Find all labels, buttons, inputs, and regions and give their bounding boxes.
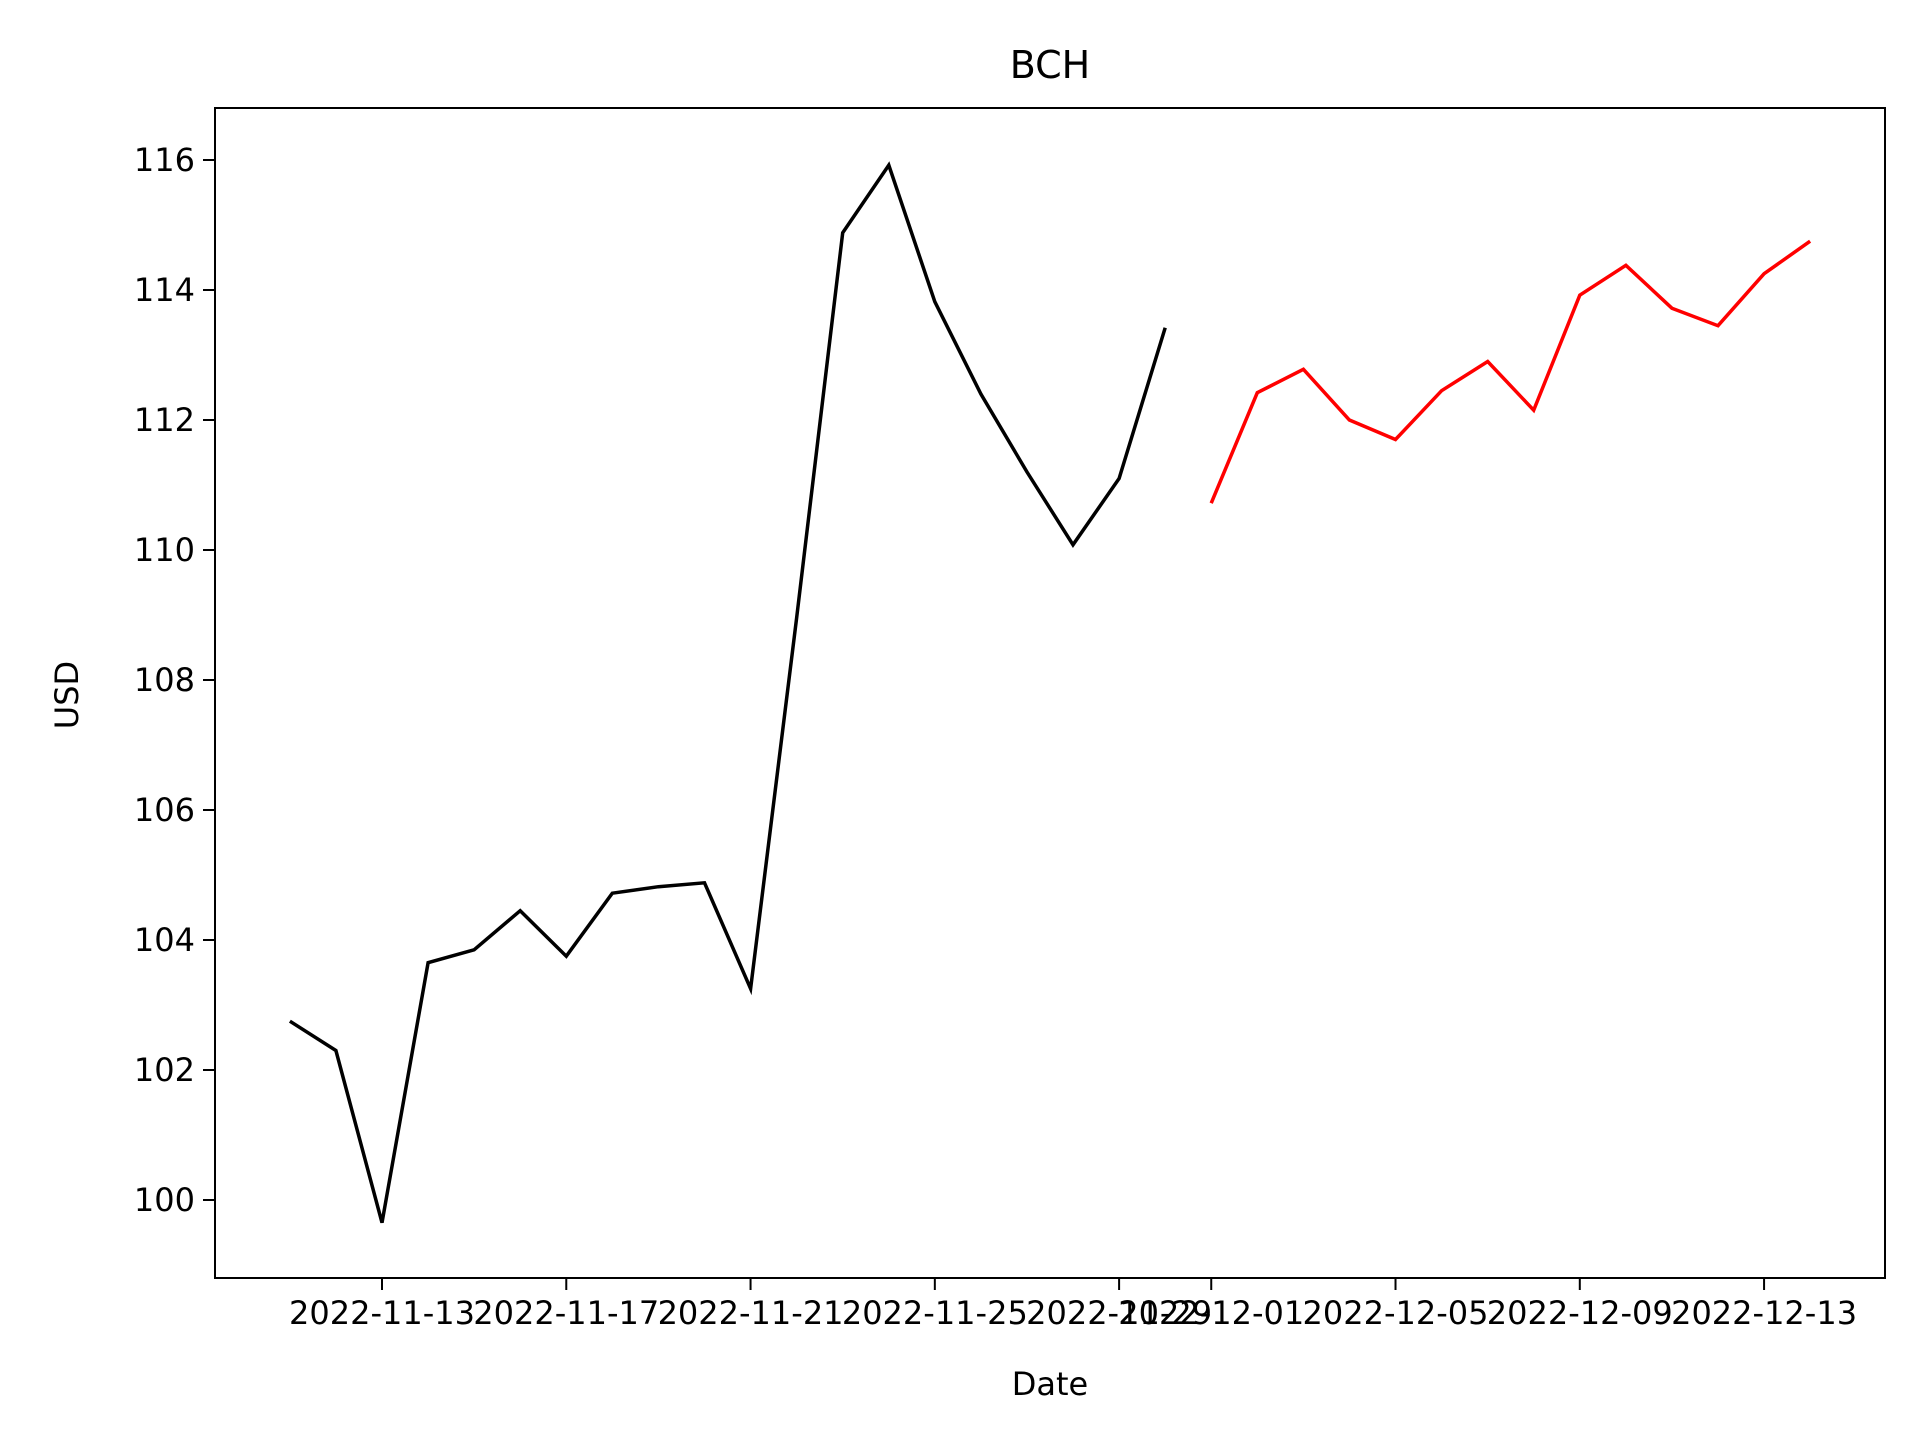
series-line-2 <box>1209 239 1812 504</box>
y-tick-label: 110 <box>134 531 195 569</box>
x-tick-label: 2022-12-01 <box>1118 1294 1304 1332</box>
y-tick-label: 102 <box>134 1051 195 1089</box>
x-tick-label: 2022-12-05 <box>1303 1294 1489 1332</box>
y-tick-label: 100 <box>134 1181 195 1219</box>
y-tick-label: 106 <box>134 791 195 829</box>
y-axis-label: USD <box>48 661 86 729</box>
y-tick-label: 108 <box>134 661 195 699</box>
y-tick-label: 116 <box>134 141 195 179</box>
x-axis: 2022-11-132022-11-172022-11-212022-11-25… <box>289 1278 1857 1332</box>
series-line-1 <box>288 161 1167 1224</box>
x-axis-label: Date <box>1012 1365 1088 1403</box>
y-tick-label: 112 <box>134 401 195 439</box>
y-tick-label: 114 <box>134 271 195 309</box>
x-tick-label: 2022-12-09 <box>1487 1294 1673 1332</box>
x-tick-label: 2022-11-13 <box>289 1294 475 1332</box>
x-tick-label: 2022-12-13 <box>1671 1294 1857 1332</box>
x-tick-label: 2022-11-17 <box>473 1294 659 1332</box>
chart-title: BCH <box>1010 43 1091 87</box>
y-axis: 100 102 104 106 108 110 112 114 116 <box>134 141 215 1219</box>
plot-area <box>288 161 1812 1224</box>
axes-frame <box>214 107 1886 1279</box>
x-tick-label: 2022-11-29 <box>1026 1294 1212 1332</box>
y-tick-label: 104 <box>134 921 195 959</box>
x-tick-label: 2022-11-21 <box>658 1294 844 1332</box>
x-tick-label: 2022-11-25 <box>842 1294 1028 1332</box>
